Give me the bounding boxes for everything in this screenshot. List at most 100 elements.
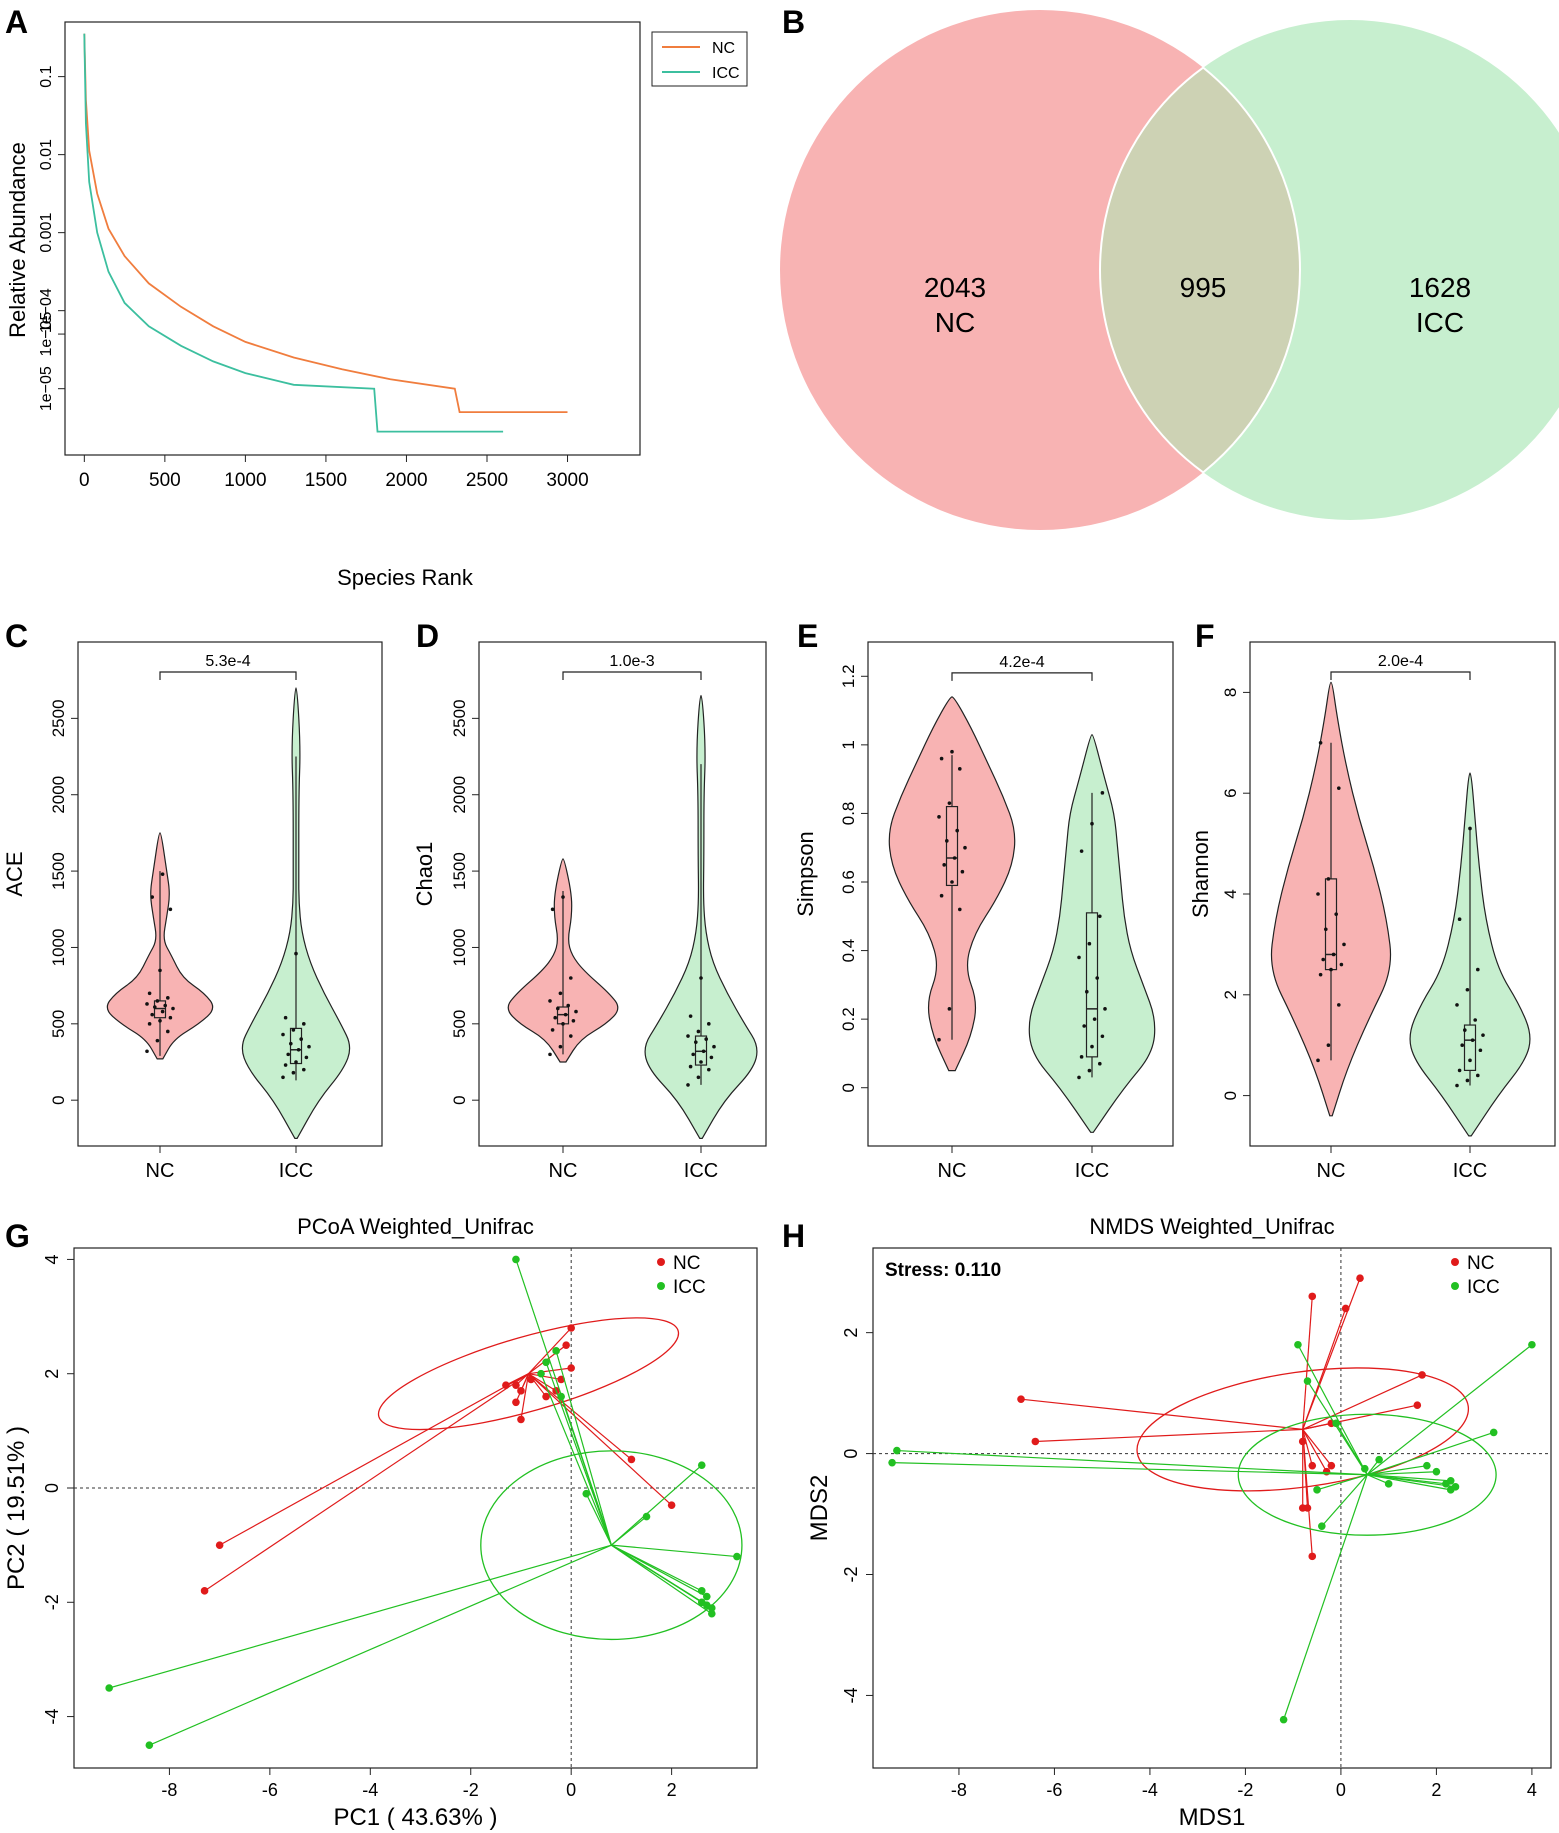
data-point-nc <box>567 1324 575 1332</box>
data-point-icc <box>697 1461 706 1469</box>
x-tick-label: 0 <box>566 1780 576 1800</box>
spider-line <box>1302 1429 1332 1467</box>
data-point <box>958 767 962 771</box>
legend-marker <box>1451 1282 1459 1290</box>
data-point <box>1077 955 1081 960</box>
significance-bracket <box>951 672 1093 681</box>
data-point <box>166 996 170 1000</box>
data-point <box>1337 786 1341 790</box>
data-point-icc <box>537 1369 545 1378</box>
rank-abundance-chart: 0 500 1000 1500 2000 2500 3000 0.1 0.01 0.001 1e−0… <box>5 21 748 590</box>
y-tick-label: -2 <box>42 1594 62 1610</box>
spider-line <box>892 1462 1368 1476</box>
data-point-icc <box>642 1512 651 1521</box>
data-point <box>147 991 152 996</box>
data-point-icc <box>1313 1486 1321 1494</box>
data-point-nc <box>502 1381 510 1389</box>
data-point <box>294 1060 298 1064</box>
box-iqr <box>945 805 959 887</box>
x-tick-label: ICC <box>1453 1160 1487 1182</box>
data-point-nc <box>557 1375 565 1384</box>
y-tick-label: 0.8 <box>839 802 858 826</box>
data-point <box>691 1052 695 1057</box>
data-point <box>958 907 962 912</box>
data-point <box>163 1003 167 1008</box>
data-point <box>1465 987 1470 992</box>
spider-line <box>555 1350 612 1546</box>
data-point <box>556 1006 560 1011</box>
data-point <box>158 1018 162 1023</box>
x-tick-label: ICC <box>684 1160 718 1182</box>
y-tick-label: 0.01 <box>38 139 55 170</box>
data-point <box>281 1075 285 1080</box>
data-point-nc <box>512 1398 520 1407</box>
data-point <box>304 1055 309 1060</box>
data-point <box>1476 967 1480 972</box>
spider-line <box>1302 1278 1361 1430</box>
y-tick-label: 0.2 <box>839 1007 858 1031</box>
data-point <box>291 1070 296 1075</box>
data-point-nc <box>1308 1461 1317 1470</box>
data-point-icc <box>708 1604 716 1612</box>
data-point <box>950 749 954 754</box>
data-point <box>1100 1034 1105 1039</box>
data-point-icc <box>1294 1340 1302 1349</box>
y-tick-label: 1500 <box>49 852 68 890</box>
data-point <box>699 976 703 980</box>
data-point <box>561 1022 565 1026</box>
legend-label: NC <box>673 1253 700 1274</box>
data-point-icc <box>1303 1377 1312 1385</box>
data-point <box>299 1037 304 1041</box>
data-point <box>291 1028 296 1032</box>
data-point-icc <box>1360 1464 1369 1473</box>
data-point <box>1079 1055 1084 1059</box>
data-point <box>574 1009 578 1014</box>
y-tick-label: -4 <box>841 1687 861 1703</box>
data-point-nc <box>1418 1371 1426 1379</box>
y-axis-title: Shannon <box>1188 830 1213 918</box>
data-point-icc <box>1489 1428 1498 1437</box>
data-point-icc <box>1279 1715 1288 1724</box>
x-tick-label: 2000 <box>385 470 427 491</box>
p-value-label: 5.3e-4 <box>205 653 250 670</box>
data-point <box>699 1060 703 1064</box>
data-point <box>563 1012 568 1017</box>
x-tick-label: 0 <box>79 470 90 491</box>
y-tick-label: -4 <box>42 1709 62 1725</box>
shannon-violin-chart: 0 2 4 6 8 Shannon NC ICC 2.0e-4 <box>1188 641 1556 1182</box>
data-point <box>1455 1083 1459 1088</box>
data-point <box>1098 1061 1102 1066</box>
spider-line <box>585 1493 612 1546</box>
spider-line <box>1366 1344 1533 1476</box>
data-point-icc <box>708 1609 716 1618</box>
box-iqr <box>1463 1024 1477 1072</box>
y-tick-label: 500 <box>450 1010 469 1038</box>
legend-box <box>651 31 748 87</box>
data-point <box>1098 914 1102 919</box>
x-tick-label: -4 <box>362 1780 378 1800</box>
venn-diagram: 2043 NC 995 1628 ICC <box>780 10 1559 530</box>
y-tick-label: 0 <box>841 1449 861 1459</box>
data-point <box>171 1006 175 1011</box>
p-value-label: 4.2e-4 <box>999 654 1044 671</box>
data-point <box>1468 826 1472 831</box>
box-iqr <box>1085 912 1099 1058</box>
y-tick-label: 4 <box>1221 889 1240 898</box>
y-tick-label: 2 <box>1221 990 1240 999</box>
spider-line <box>1302 1429 1328 1473</box>
data-point <box>302 1022 306 1026</box>
data-point-icc <box>582 1489 591 1498</box>
data-point-icc <box>1375 1455 1383 1464</box>
data-point <box>955 828 959 833</box>
data-point <box>1079 849 1084 853</box>
legend-label: NC <box>712 40 735 57</box>
spider-line <box>540 1373 612 1546</box>
legend-marker <box>657 1282 665 1290</box>
data-point-icc <box>1451 1483 1460 1491</box>
data-point-icc <box>557 1392 565 1401</box>
data-point <box>688 1014 693 1018</box>
venn-nc-label: NC <box>935 307 975 338</box>
data-point <box>1103 1007 1107 1011</box>
y-axis-title: Simpson <box>793 831 818 917</box>
data-point-icc <box>1384 1480 1393 1488</box>
